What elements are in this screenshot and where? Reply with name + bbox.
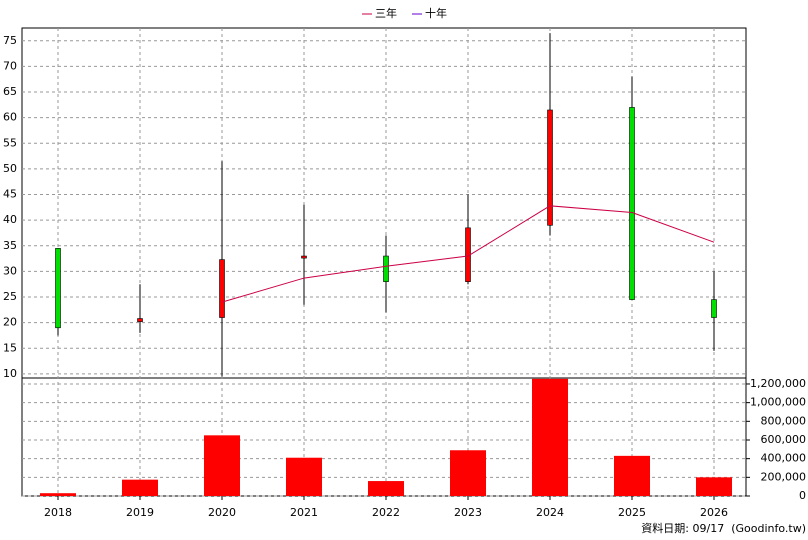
candle-body (383, 255, 389, 282)
x-tick-label: 2019 (126, 506, 154, 519)
candle-body (547, 109, 553, 226)
y2-tick-label: 1,200,000 (750, 377, 806, 390)
y2-tick-label: 600,000 (761, 433, 807, 446)
y2-tick-label: 200,000 (761, 470, 807, 483)
y-tick-label: 55 (3, 136, 17, 149)
x-tick-label: 2022 (372, 506, 400, 519)
volume-bar (122, 479, 158, 496)
y2-tick-label: 400,000 (761, 452, 807, 465)
candle-body (629, 107, 635, 300)
footer: 資料日期: 09/17 (Goodinfo.tw) (641, 521, 806, 535)
volume-bar (286, 457, 322, 496)
y-tick-label: 25 (3, 290, 17, 303)
y-tick-label: 45 (3, 188, 17, 201)
candle-body (711, 299, 717, 318)
ma-line (221, 205, 715, 303)
y-tick-label: 75 (3, 34, 17, 47)
x-tick-label: 2021 (290, 506, 318, 519)
x-tick-label: 2020 (208, 506, 236, 519)
x-tick-label: 2026 (700, 506, 728, 519)
y-tick-label: 70 (3, 59, 17, 72)
x-tick-label: 2023 (454, 506, 482, 519)
x-tick-label: 2024 (536, 506, 564, 519)
y-tick-label: 50 (3, 162, 17, 175)
y-tick-label: 20 (3, 316, 17, 329)
y-tick-label: 60 (3, 111, 17, 124)
y-tick-label: 10 (3, 367, 17, 380)
volume-bar (450, 450, 486, 496)
volume-bar (204, 435, 240, 496)
x-tick-label: 2025 (618, 506, 646, 519)
y2-tick-label: 800,000 (761, 414, 807, 427)
y2-tick-label: 0 (799, 489, 806, 502)
volume-bar (40, 493, 76, 496)
y2-tick-label: 1,000,000 (750, 396, 806, 409)
candle-body (55, 248, 61, 329)
legend-label: 十年 (425, 6, 447, 20)
volume-bar (368, 481, 404, 496)
y-tick-label: 35 (3, 239, 17, 252)
y-tick-label: 65 (3, 85, 17, 98)
y-tick-label: 30 (3, 264, 17, 277)
volume-bar (532, 378, 568, 496)
y-tick-label: 40 (3, 213, 17, 226)
candle-body (137, 318, 143, 322)
legend-label: 三年 (375, 6, 397, 20)
volume-bar (614, 455, 650, 496)
y-tick-label: 15 (3, 341, 17, 354)
candle-body (219, 259, 225, 318)
x-tick-label: 2018 (44, 506, 72, 519)
candle-body (301, 255, 307, 259)
volume-bar (696, 477, 732, 496)
